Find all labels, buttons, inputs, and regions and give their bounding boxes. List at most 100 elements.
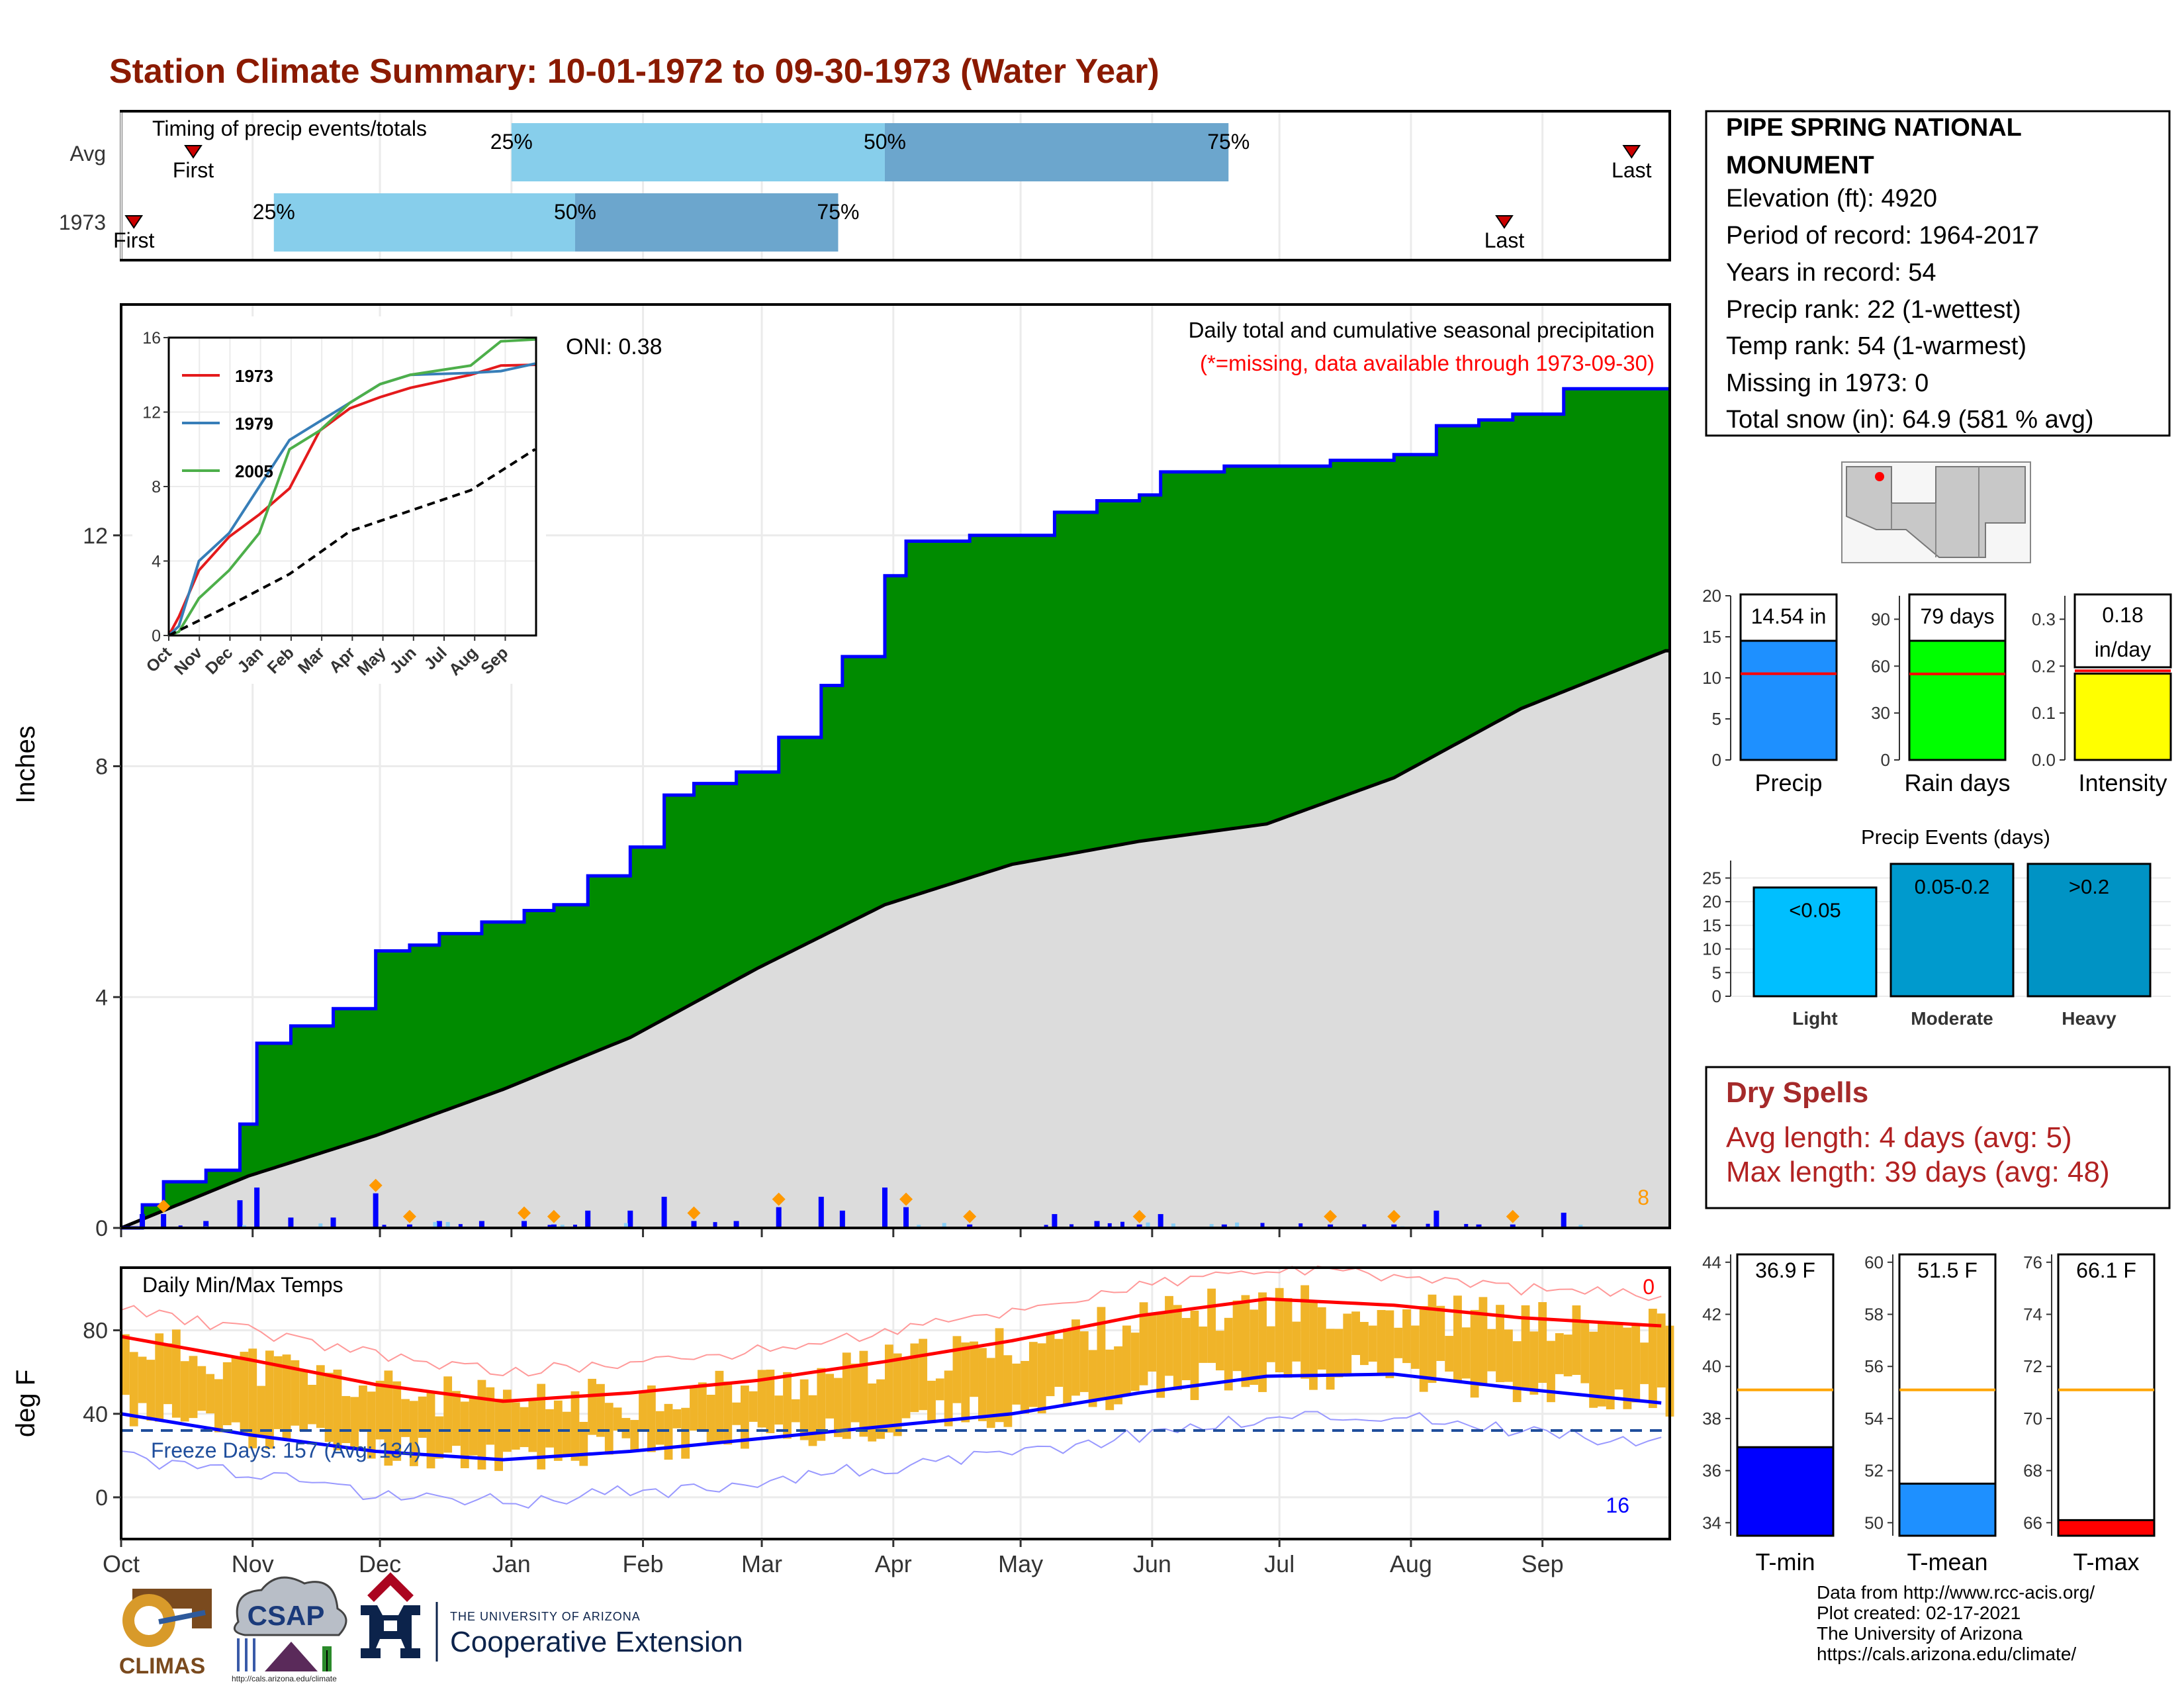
daily-temp-bar — [197, 1366, 206, 1411]
daily-temp-bar — [1343, 1313, 1352, 1374]
daily-precip-bar — [436, 1221, 442, 1228]
stats-label-rain_days: Rain days — [1904, 769, 2010, 796]
events-tick-label: 5 — [1712, 962, 1721, 982]
events-bar-top-label: 0.05-0.2 — [1915, 875, 1990, 898]
ua-line1: THE UNIVERSITY OF ARIZONA — [450, 1610, 641, 1623]
events-bar-top-label: <0.05 — [1789, 899, 1841, 922]
daily-temp-bar — [1614, 1324, 1623, 1390]
daily-temp-bar — [808, 1395, 817, 1446]
daily-temp-bar — [222, 1362, 232, 1425]
timing-last-label: Last — [1484, 228, 1525, 252]
stats-value-label: 0.18 — [2102, 603, 2143, 627]
stats-label-intensity: Intensity — [2078, 769, 2167, 796]
daily-temp-bar — [121, 1334, 130, 1395]
timing-first-marker — [124, 215, 144, 229]
record-min-line — [120, 1411, 1662, 1509]
daily-temp-bar — [986, 1358, 995, 1429]
timing-p75-label: 75% — [1207, 130, 1250, 154]
daily-temp-bar — [1470, 1309, 1479, 1398]
daily-precip-bar — [560, 1225, 565, 1228]
inset-tick-label-y: 0 — [152, 627, 161, 645]
daily-precip-bar — [1510, 1224, 1516, 1228]
stats-tick-label: 0.3 — [2032, 609, 2056, 629]
daily-precip-bar — [917, 1225, 921, 1228]
daily-precip-bar — [1464, 1224, 1469, 1228]
daily-temp-bar — [1105, 1349, 1115, 1411]
stats-label-precip: Precip — [1754, 769, 1822, 796]
temp-summary-tick-label: 34 — [1702, 1513, 1721, 1532]
daily-temp-bar — [944, 1370, 953, 1427]
daily-temp-bar — [757, 1370, 766, 1428]
daily-temp-bar — [639, 1390, 647, 1431]
daily-temp-bar — [1589, 1331, 1598, 1408]
csap-url: http://cals.arizona.edu/climate — [232, 1674, 337, 1683]
inset-series-line — [167, 362, 535, 637]
daily-temp-bar — [545, 1409, 554, 1448]
events-bar — [1752, 886, 1878, 998]
daily-temp-bar — [1538, 1302, 1547, 1383]
daily-temp-bar — [214, 1379, 223, 1432]
temp-tick-label-y: 40 — [83, 1402, 108, 1427]
stats-tick-label: 30 — [1871, 703, 1890, 723]
daily-temp-bar — [171, 1329, 181, 1418]
temp-summary-label: T-min — [1756, 1548, 1815, 1575]
daily-temp-bar — [359, 1385, 367, 1431]
daily-temp-bar — [1487, 1329, 1496, 1372]
daily-temp-bar — [138, 1356, 147, 1403]
temp-tick-label-x: Dec — [359, 1550, 401, 1577]
daily-temp-bar — [859, 1350, 868, 1437]
daily-temp-bar — [1436, 1305, 1445, 1361]
daily-temp-bar — [1606, 1322, 1615, 1410]
events-tick-label: 25 — [1702, 868, 1721, 888]
daily-temp-bar — [672, 1409, 682, 1429]
daily-precip-bar — [1476, 1224, 1482, 1228]
daily-temp-bar — [375, 1380, 385, 1440]
daily-temp-bar — [1037, 1343, 1046, 1414]
daily-precip-bar — [161, 1214, 167, 1228]
timing-last-marker — [1495, 215, 1514, 229]
daily-precip-bar — [551, 1224, 557, 1228]
precip-events-chart: Precip Events (days) 0 5 10 15 20 25 <0.05 Ligh… — [1702, 825, 2171, 1029]
temp-summary-tick-label: 74 — [2023, 1305, 2042, 1325]
daily-temp-bar — [868, 1383, 877, 1442]
dry-spells-box: Dry Spells Avg length: 4 days (avg: 5) M… — [1705, 1066, 2171, 1209]
station-location-dot — [1875, 472, 1884, 481]
temp-summary-tick-label: 40 — [1702, 1356, 1721, 1376]
stats-tick-label: 0.1 — [2032, 703, 2056, 723]
timing-title: Timing of precip events/totals — [152, 117, 427, 140]
cumulative-average-line — [120, 649, 1670, 1230]
daily-temp-bar — [1368, 1325, 1377, 1362]
daily-precip-bar — [818, 1196, 824, 1228]
main-tick-label-y: 0 — [95, 1216, 108, 1241]
main-tick-label-y: 8 — [95, 755, 108, 780]
daily-precip-bar — [522, 1223, 527, 1228]
daily-precip-bar — [882, 1187, 887, 1228]
station-period: Period of record: 1964-2017 — [1726, 222, 2039, 250]
daily-temp-bar — [452, 1391, 461, 1446]
daily-temp-bar — [494, 1398, 503, 1472]
daily-temp-bar — [1385, 1310, 1394, 1378]
snow-marker — [157, 1199, 171, 1213]
daily-precip-bar — [1260, 1223, 1265, 1228]
daily-temp-bar — [409, 1401, 418, 1466]
temp-summary-tick-label: 72 — [2023, 1356, 2042, 1376]
events-bar-label: Heavy — [2062, 1008, 2116, 1029]
daily-temp-bar — [1512, 1341, 1522, 1403]
daily-temp-bar — [1445, 1336, 1454, 1372]
daily-temp-bar — [418, 1396, 427, 1438]
ua-line2: Cooperative Extension — [450, 1626, 743, 1658]
daily-precip-bar — [203, 1221, 209, 1228]
daily-precip-bar — [478, 1221, 484, 1228]
daily-temp-bar — [1097, 1307, 1106, 1400]
daily-precip-bar — [318, 1223, 323, 1228]
events-bar — [1889, 863, 2015, 998]
main-legend-line1: Daily total and cumulative seasonal prec… — [1189, 318, 1655, 342]
daily-temp-bar — [1250, 1309, 1259, 1385]
daily-temp-bar — [240, 1352, 249, 1434]
dry-spells-max: Max length: 39 days (avg: 48) — [1726, 1156, 2110, 1188]
temp-tick-label-x: Jan — [492, 1550, 531, 1577]
stats-tick-label: 90 — [1871, 609, 1890, 629]
daily-temp-bar — [1190, 1310, 1199, 1401]
station-temp-rank: Temp rank: 54 (1-warmest) — [1726, 332, 2026, 360]
daily-temp-bar — [1088, 1350, 1097, 1407]
